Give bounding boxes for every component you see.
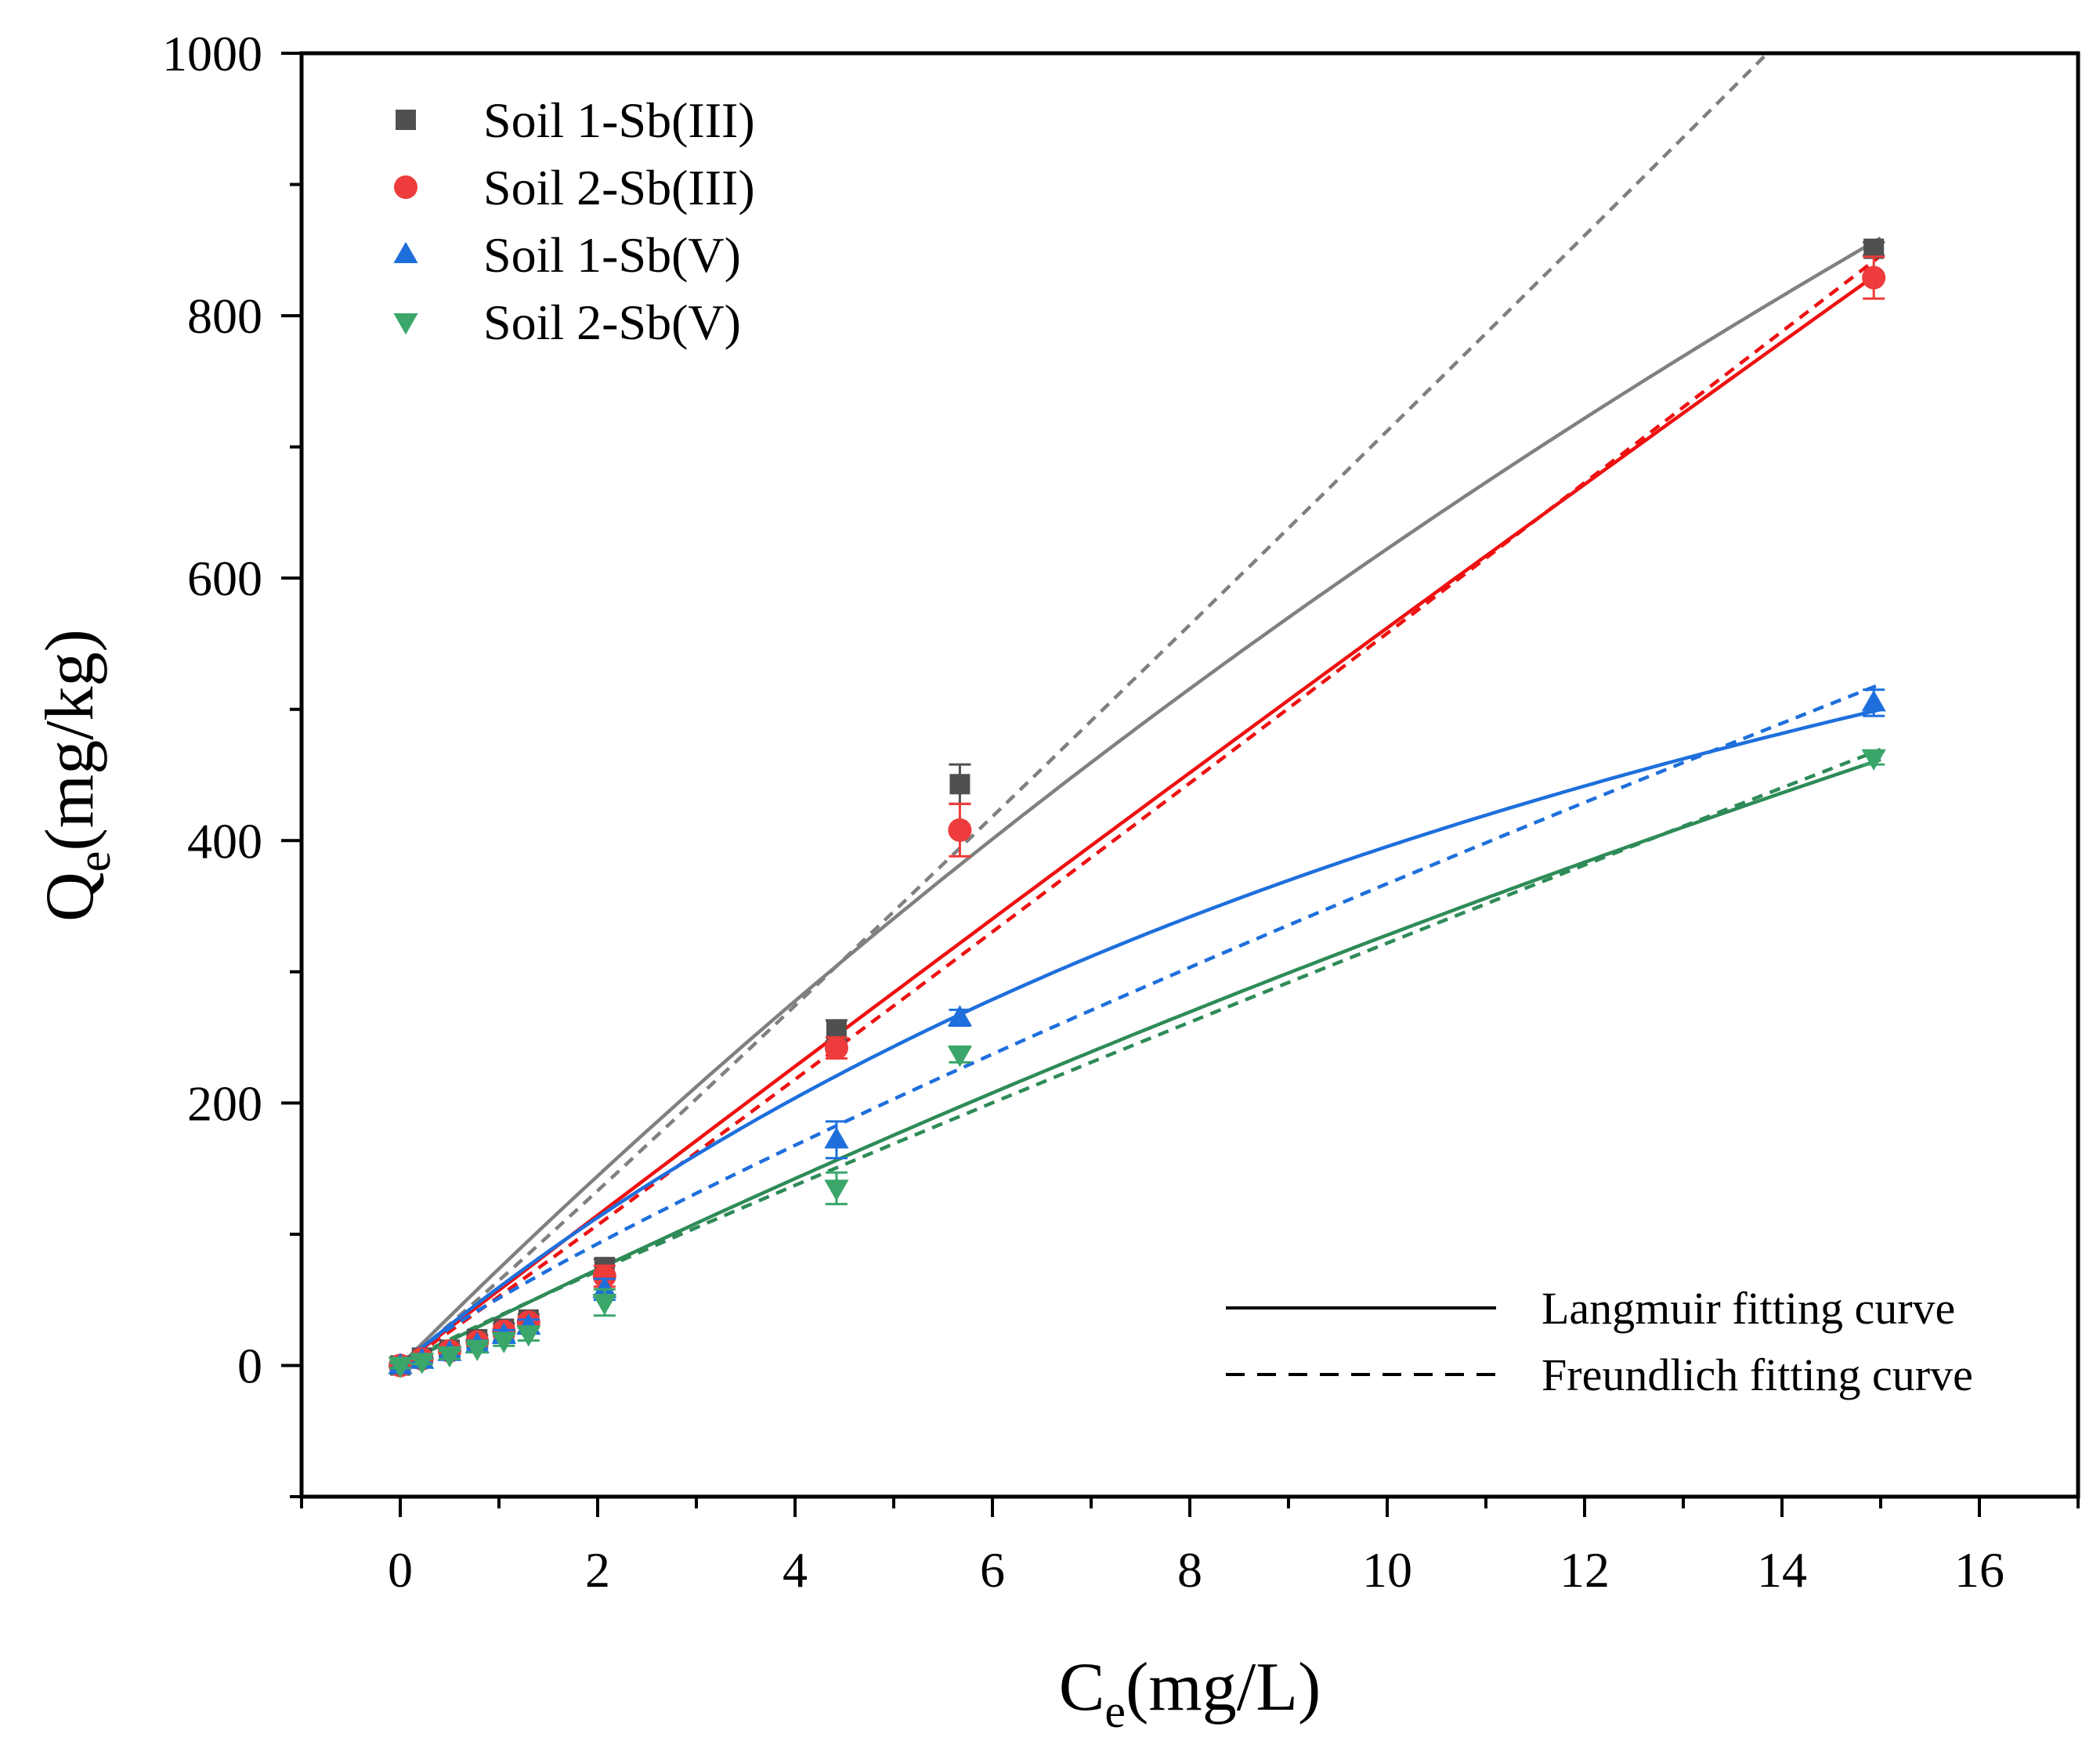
data-point: [948, 818, 972, 842]
freundlich-fit-curve: [399, 254, 1882, 1367]
data-point: [592, 1277, 617, 1299]
legend-marker: [393, 312, 418, 335]
data-point: [464, 1339, 490, 1361]
data-point: [824, 1035, 848, 1060]
data-point: [947, 1046, 973, 1067]
freundlich-fit-curve: [399, 747, 1881, 1367]
data-point: [491, 1331, 516, 1353]
data-points: [388, 238, 1886, 1378]
x-tick-label: 0: [388, 1542, 413, 1598]
legend-label: Soil 1-Sb(III): [483, 92, 755, 148]
freundlich-fit-curve: [399, 682, 1881, 1367]
langmuir-fit-curve: [399, 236, 1882, 1367]
data-point: [1861, 749, 1886, 771]
y-tick-label: 1000: [162, 26, 262, 81]
y-tick-label: 800: [187, 288, 262, 344]
x-tick-label: 10: [1362, 1542, 1412, 1598]
data-point: [388, 1356, 413, 1378]
data-point: [437, 1346, 462, 1368]
data-point: [410, 1353, 435, 1375]
legend-marker: [393, 241, 418, 264]
data-point: [949, 774, 970, 795]
legend-label: Langmuir fitting curve: [1542, 1283, 1955, 1334]
x-tick-label: 4: [783, 1542, 808, 1598]
x-tick-label: 16: [1954, 1542, 2004, 1598]
fitting-curves: [399, 53, 1882, 1367]
langmuir-fit-curve: [399, 269, 1882, 1367]
data-point: [592, 1293, 617, 1316]
data-point: [824, 1179, 849, 1201]
legend: Soil 1-Sb(III) Soil 2-Sb(III) Soil 1-Sb(V)…: [393, 92, 1973, 1400]
axes: 0 2 4 6 8 10 12 14 16 0 200 400 600 800 1000: [162, 26, 2080, 1598]
y-tick-label: 200: [187, 1075, 262, 1131]
langmuir-fit-curve: [399, 707, 1881, 1367]
y-tick-label: 0: [237, 1338, 262, 1393]
data-point: [592, 1264, 616, 1288]
legend-label: Soil 1-Sb(V): [483, 227, 741, 283]
data-point: [947, 1005, 973, 1027]
data-point: [1862, 266, 1886, 290]
legend-marker: [394, 175, 417, 199]
x-tick-label: 8: [1177, 1542, 1202, 1598]
data-point: [516, 1325, 541, 1347]
x-tick-label: 2: [585, 1542, 610, 1598]
x-tick-label: 6: [980, 1542, 1005, 1598]
legend-label: Soil 2-Sb(III): [483, 160, 755, 215]
x-tick-label: 14: [1757, 1542, 1807, 1598]
y-axis-title: Qe(mg/kg): [32, 629, 120, 922]
y-tick-label: 400: [187, 813, 262, 869]
x-axis-title: Ce(mg/L): [1059, 1649, 1321, 1737]
y-tick-label: 600: [187, 551, 262, 606]
data-point: [824, 1127, 849, 1149]
data-point: [1861, 690, 1886, 712]
legend-label: Freundlich fitting curve: [1542, 1349, 1973, 1400]
legend-marker: [396, 110, 416, 130]
x-tick-label: 12: [1560, 1542, 1610, 1598]
legend-label: Soil 2-Sb(V): [483, 294, 741, 350]
